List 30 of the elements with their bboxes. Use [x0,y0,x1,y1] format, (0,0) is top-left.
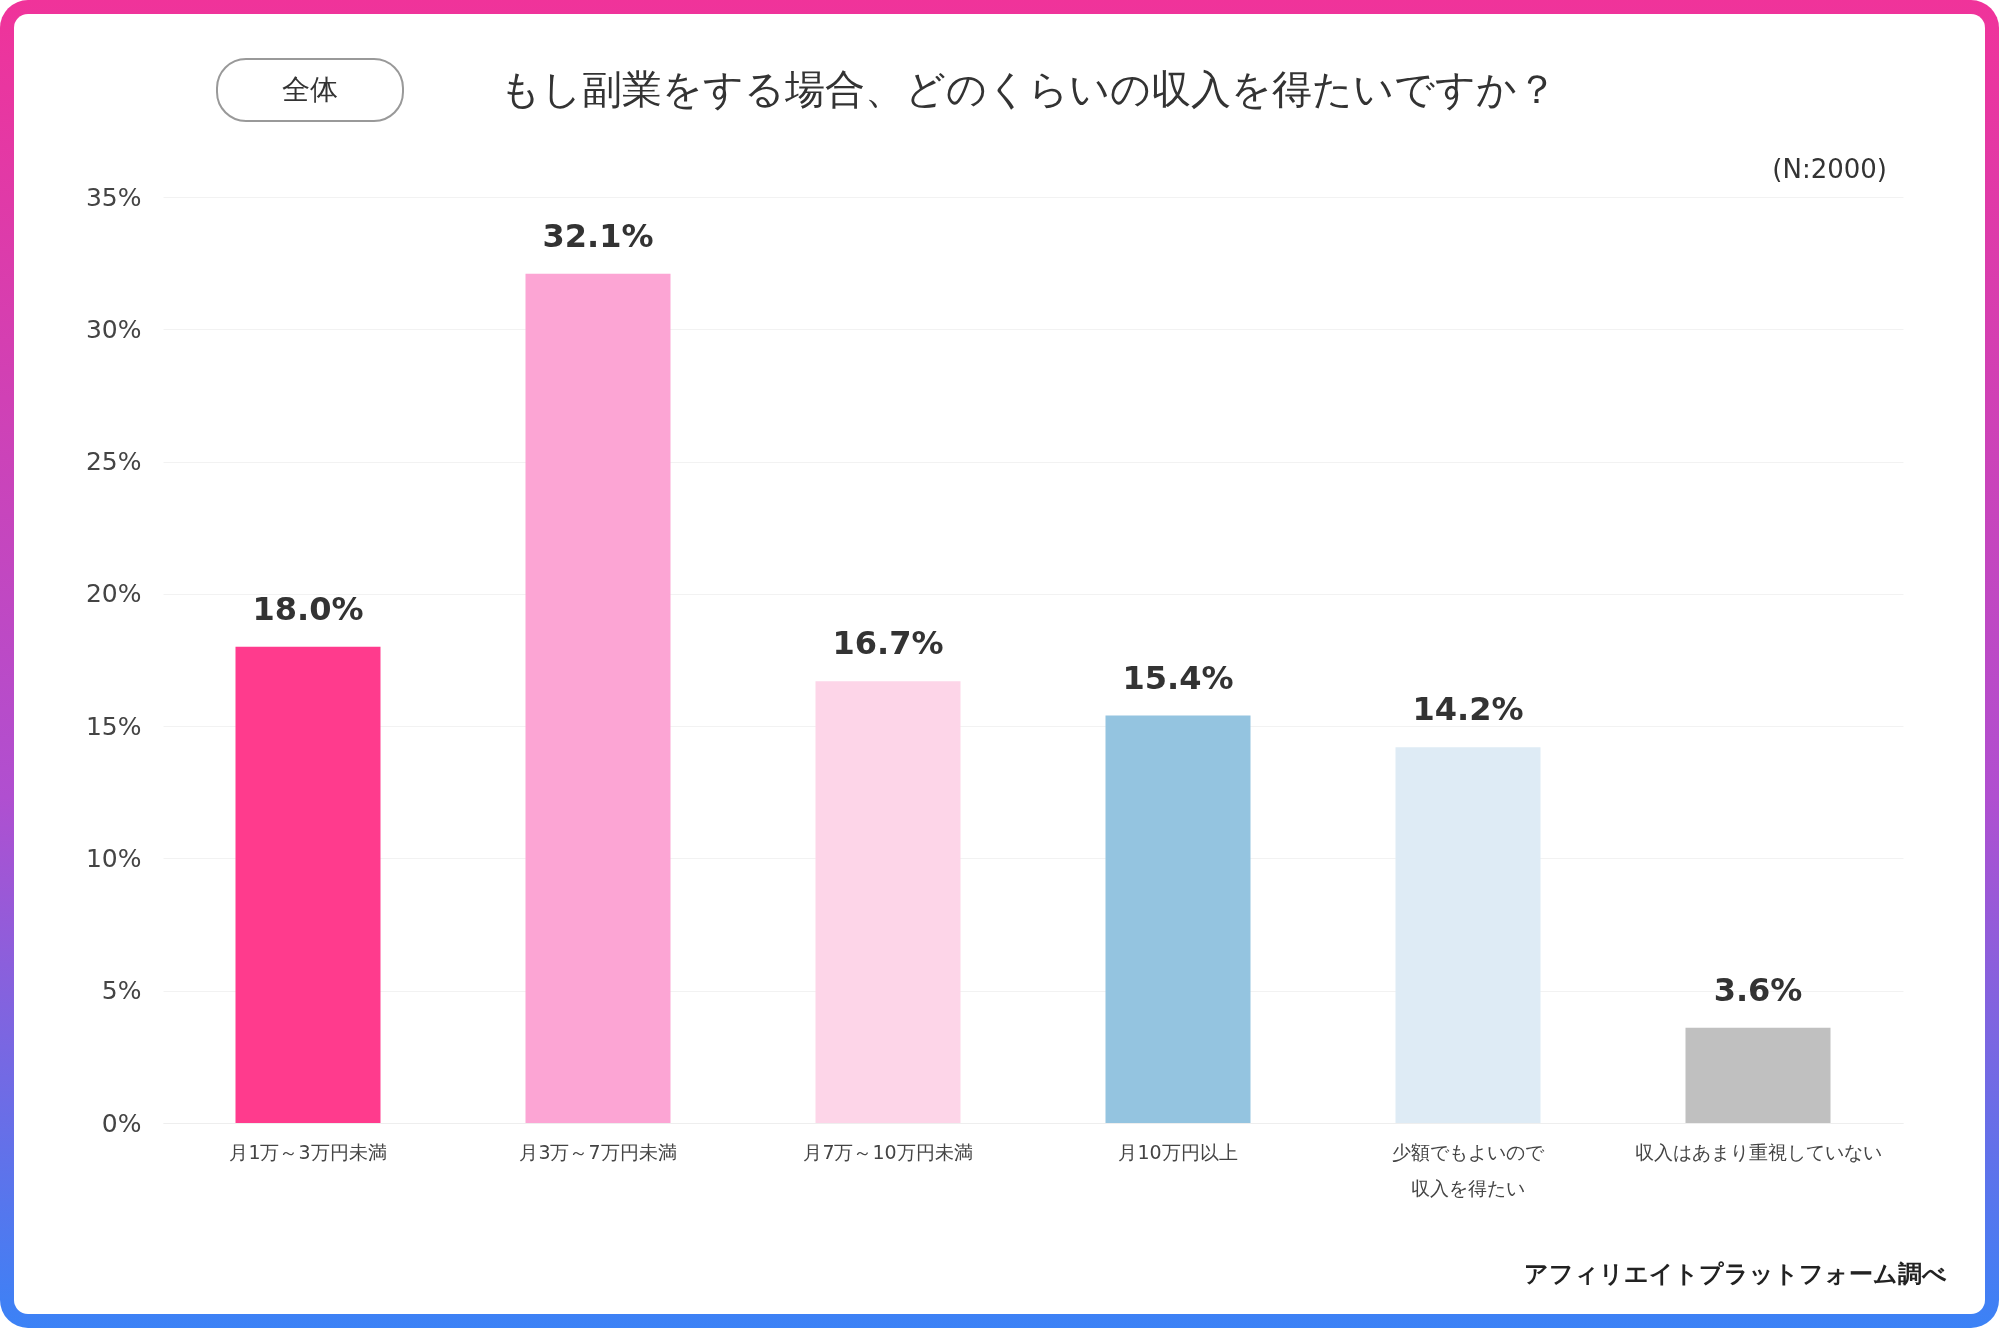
y-tick-label: 25% [85,447,142,477]
bar [235,646,381,1123]
y-tick-label: 30% [85,314,142,344]
data-label: 3.6% [1713,970,1803,1009]
x-tick-label: 月10万円以上 [1118,1140,1238,1163]
chart-subtitle: 全体 [216,58,404,122]
bar [525,273,671,1123]
data-label: 16.7% [832,624,944,663]
x-tick-label: 月1万～3万円未満 [229,1140,387,1163]
x-tick-label: 収入はあまり重視していない [1634,1140,1882,1163]
y-tick-label: 10% [85,843,142,873]
bar [1685,1027,1831,1123]
data-label: 18.0% [252,589,364,628]
data-label: 15.4% [1122,658,1234,697]
y-tick-label: 20% [85,579,142,609]
x-tick-label: 少額でもよいので収入を得たい [1392,1140,1545,1199]
bar [1395,747,1541,1123]
bar [815,681,961,1123]
text: アフィリエイトプラットフォーム調べ [1524,1259,1947,1290]
y-tick-label: 0% [101,1108,142,1138]
chart-title: もし副業をする場合、どのくらいの収入を得たいですか？ [500,65,1557,114]
y-tick-label: 5% [101,976,142,1006]
y-tick-label: 35% [85,182,142,212]
y-tick-label: 15% [85,711,142,741]
text: (N:2000) [1772,154,1887,184]
x-tick-label: 月3万～7万円未満 [519,1140,677,1163]
bar [1105,715,1251,1123]
x-tick-label: 月7万～10万円未満 [803,1140,973,1163]
data-label: 14.2% [1412,690,1524,729]
data-label: 32.1% [542,216,654,255]
